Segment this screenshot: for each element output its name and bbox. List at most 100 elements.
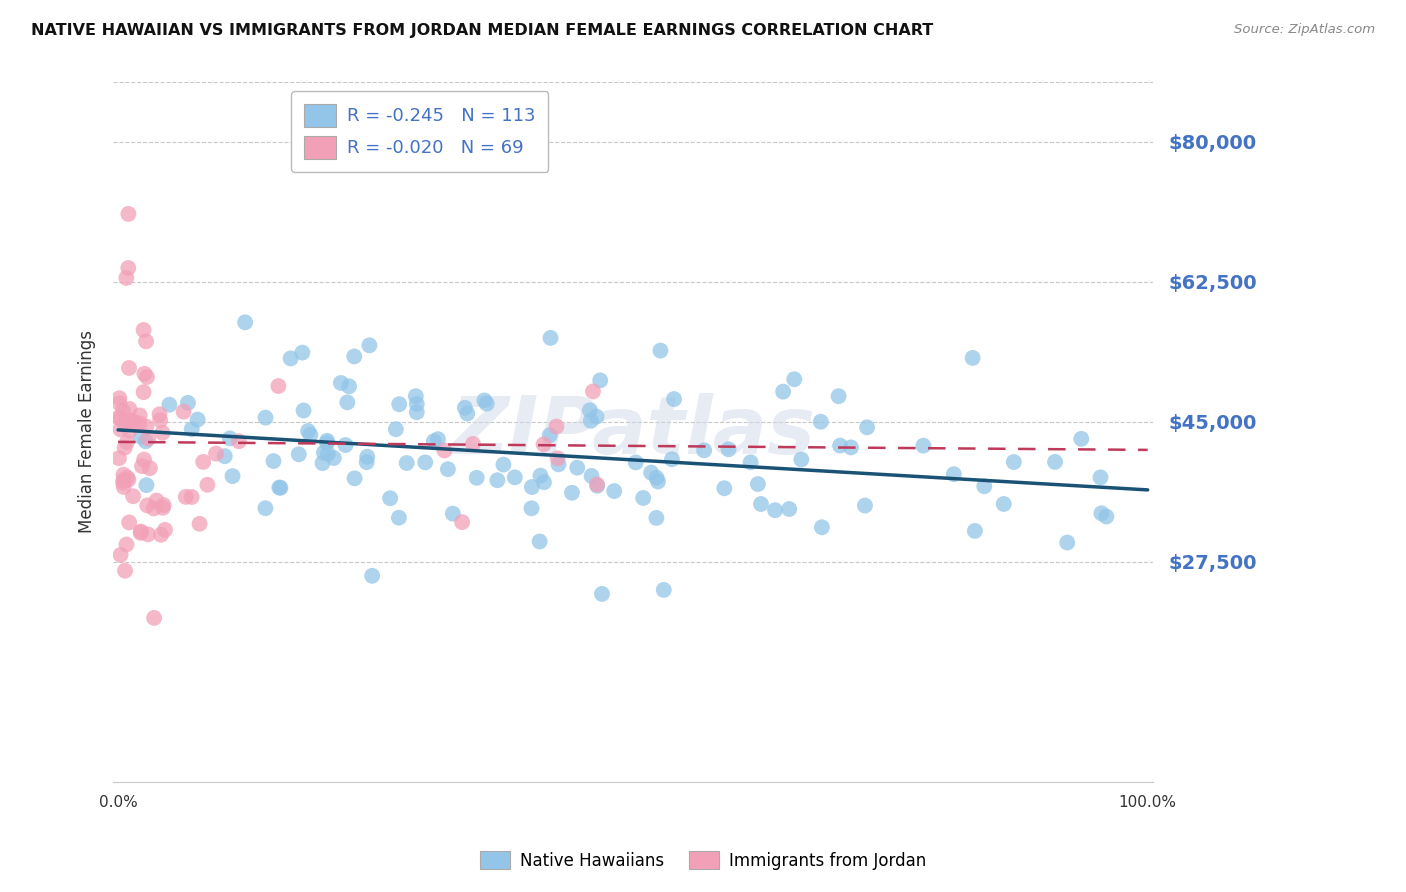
Point — [405, 405, 427, 419]
Point — [112, 467, 135, 482]
Point — [291, 345, 314, 359]
Point — [197, 477, 219, 491]
Point — [456, 407, 478, 421]
Point — [645, 470, 668, 484]
Point — [540, 331, 562, 345]
Point — [395, 456, 418, 470]
Point — [529, 468, 551, 483]
Point — [503, 470, 526, 484]
Point — [108, 451, 131, 466]
Point — [783, 372, 806, 386]
Point — [132, 385, 155, 400]
Point — [131, 459, 153, 474]
Point — [585, 409, 607, 424]
Point — [475, 397, 498, 411]
Point — [219, 431, 242, 445]
Point — [173, 405, 195, 419]
Point — [1090, 506, 1112, 520]
Point — [652, 582, 675, 597]
Point — [107, 410, 129, 425]
Point — [111, 404, 134, 418]
Point — [108, 391, 131, 405]
Point — [287, 447, 309, 461]
Point — [228, 434, 250, 449]
Point — [297, 424, 319, 438]
Point — [136, 499, 159, 513]
Point — [136, 370, 159, 384]
Point — [122, 489, 145, 503]
Point — [451, 515, 474, 529]
Point — [810, 415, 832, 429]
Point — [361, 569, 384, 583]
Point — [1043, 455, 1066, 469]
Point — [343, 471, 366, 485]
Point — [180, 490, 202, 504]
Point — [437, 462, 460, 476]
Point — [343, 350, 366, 364]
Point — [152, 425, 174, 440]
Point — [115, 435, 138, 450]
Point — [973, 479, 995, 493]
Point — [529, 534, 551, 549]
Point — [188, 516, 211, 531]
Point — [143, 611, 166, 625]
Point — [316, 436, 339, 450]
Point — [603, 484, 626, 499]
Point — [533, 475, 555, 490]
Point — [533, 437, 555, 451]
Point — [114, 441, 136, 455]
Point — [433, 443, 456, 458]
Point — [136, 432, 159, 446]
Point — [267, 379, 290, 393]
Point — [405, 397, 427, 411]
Point — [135, 478, 157, 492]
Point — [962, 351, 984, 365]
Point — [108, 396, 131, 410]
Point — [134, 367, 156, 381]
Point — [579, 414, 602, 428]
Point — [118, 361, 141, 376]
Point — [1002, 455, 1025, 469]
Point — [145, 493, 167, 508]
Point — [112, 473, 135, 487]
Legend: R = -0.245   N = 113, R = -0.020   N = 69: R = -0.245 N = 113, R = -0.020 N = 69 — [291, 91, 548, 171]
Point — [853, 499, 876, 513]
Point — [581, 469, 603, 483]
Text: Source: ZipAtlas.com: Source: ZipAtlas.com — [1234, 23, 1375, 37]
Point — [152, 498, 174, 512]
Point — [312, 445, 335, 459]
Point — [254, 410, 277, 425]
Point — [586, 477, 609, 491]
Point — [426, 432, 449, 446]
Point — [790, 452, 813, 467]
Point — [150, 528, 173, 542]
Point — [118, 516, 141, 530]
Point — [778, 502, 800, 516]
Point — [233, 315, 256, 329]
Point — [650, 343, 672, 358]
Point — [180, 422, 202, 436]
Point — [405, 389, 427, 403]
Point — [993, 497, 1015, 511]
Point — [149, 413, 172, 427]
Point — [772, 384, 794, 399]
Point — [337, 379, 360, 393]
Point — [963, 524, 986, 538]
Point — [254, 501, 277, 516]
Point — [135, 419, 157, 434]
Point — [589, 373, 612, 387]
Point — [631, 491, 654, 505]
Point — [624, 455, 647, 469]
Point — [193, 455, 215, 469]
Point — [142, 501, 165, 516]
Point — [693, 443, 716, 458]
Point — [135, 434, 157, 449]
Point — [661, 452, 683, 467]
Point — [856, 420, 879, 434]
Point — [423, 434, 446, 449]
Point — [205, 447, 228, 461]
Point — [356, 455, 378, 469]
Point — [465, 471, 488, 485]
Text: NATIVE HAWAIIAN VS IMMIGRANTS FROM JORDAN MEDIAN FEMALE EARNINGS CORRELATION CHA: NATIVE HAWAIIAN VS IMMIGRANTS FROM JORDA… — [31, 23, 934, 38]
Point — [942, 467, 965, 482]
